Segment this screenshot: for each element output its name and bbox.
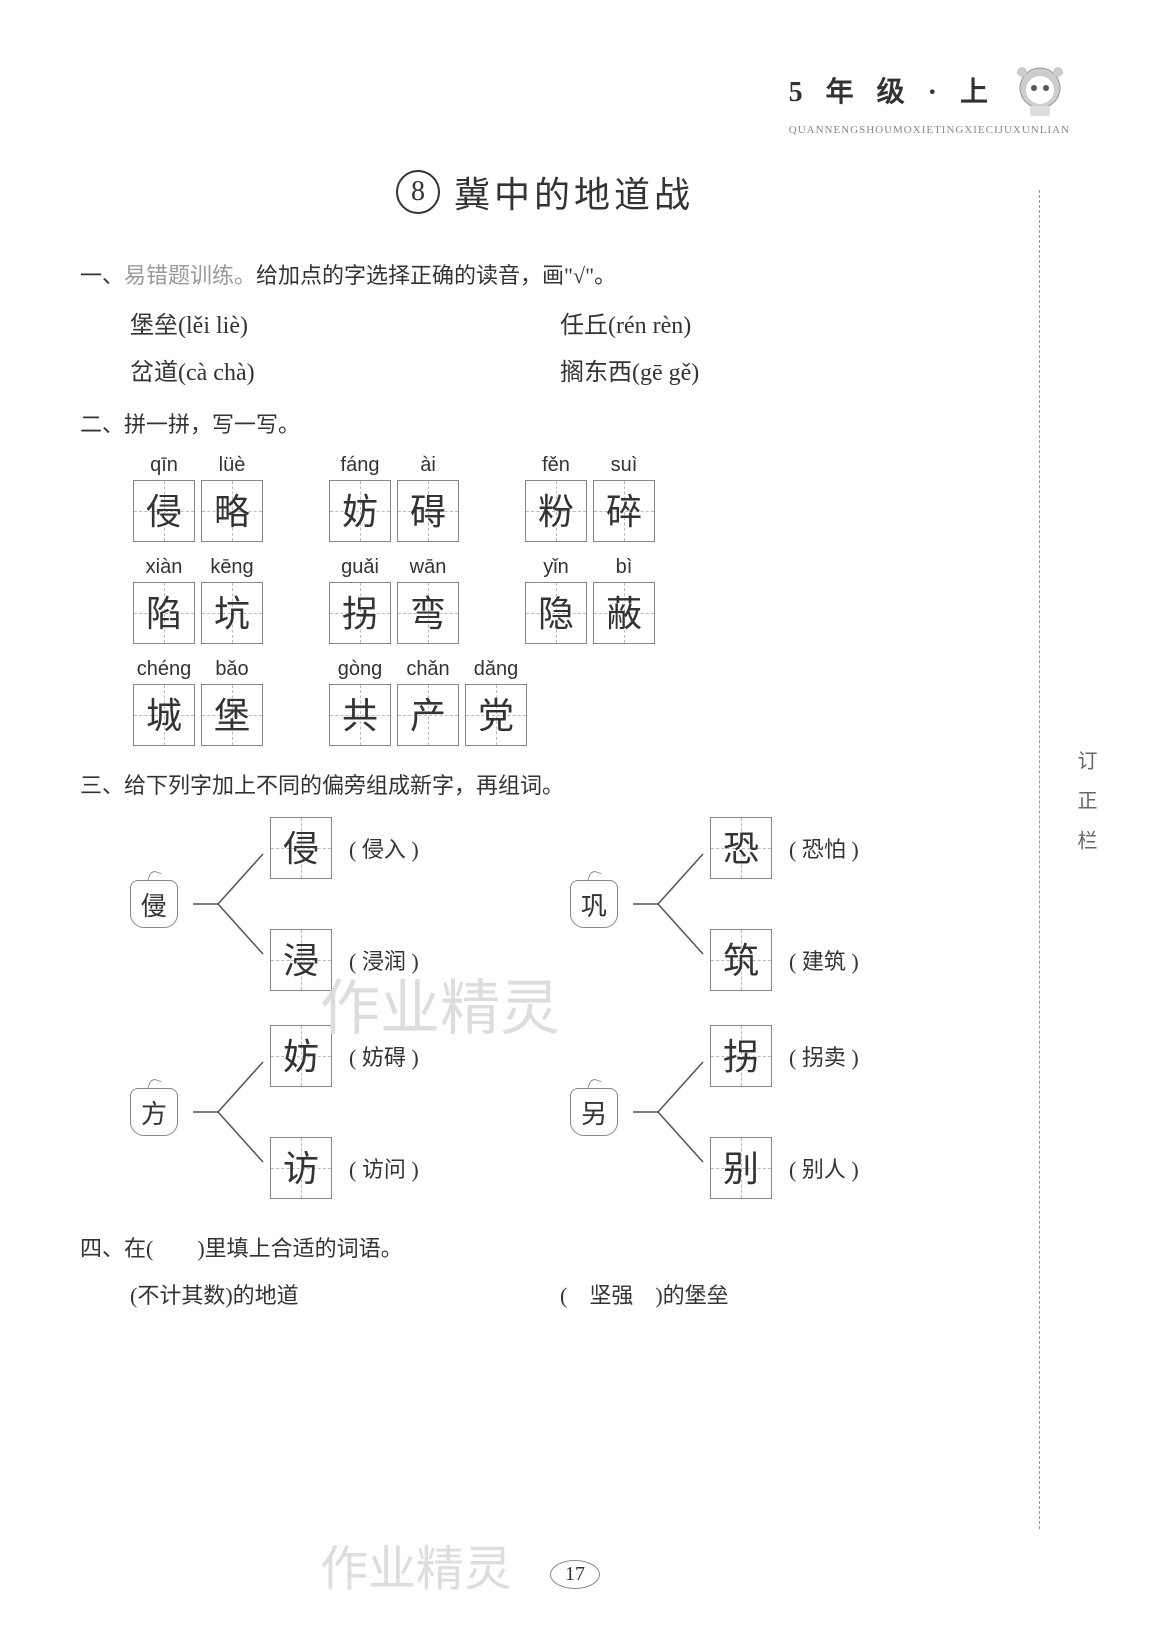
- radical-branch-item: 㑴 侵 ( 侵入 ) 浸 ( 浸润 ): [130, 815, 570, 993]
- char-cell: suì碎: [591, 454, 657, 544]
- char-cell: ài碍: [395, 454, 461, 544]
- section1-heading: 一、易错题训练。给加点的字选择正确的读音，画"√"。: [80, 258, 1010, 290]
- ex1-item: 任丘(rén rèn): [560, 305, 990, 340]
- watermark: 作业精灵: [320, 1529, 512, 1599]
- result-word: ( 侵入 ): [349, 832, 419, 864]
- correction-column-divider: [1039, 190, 1040, 1529]
- exercise4: (不计其数)的地道 ( 坚强 )的堡垒: [130, 1278, 1010, 1310]
- exercise2: qīn侵lüè略 fáng妨ài碍 fěn粉suì碎 xiàn陷kēng坑 guǎi拐w…: [80, 454, 1010, 748]
- result-char: 拐: [710, 1025, 772, 1087]
- result-word: ( 浸润 ): [349, 944, 419, 976]
- lesson-title-text: 冀中的地道战: [454, 175, 694, 215]
- result-char: 恐: [710, 817, 772, 879]
- radical-branch-item: 方 妨 ( 妨碍 ) 访 ( 访问 ): [130, 1023, 570, 1201]
- result-char: 浸: [270, 929, 332, 991]
- char-cell: gòng共: [327, 658, 393, 748]
- result-char: 筑: [710, 929, 772, 991]
- ex4-item: ( 坚强 )的堡垒: [560, 1278, 990, 1310]
- result-word: ( 拐卖 ): [789, 1040, 859, 1072]
- result-word: ( 访问 ): [349, 1152, 419, 1184]
- exercise3: 㑴 侵 ( 侵入 ) 浸 ( 浸润 ) 巩 恐 ( 恐怕 ) 筑 ( 建筑 ) 方 妨 ( 妨碍 ) 访 (…: [130, 815, 1010, 1201]
- root-char: 方: [130, 1088, 178, 1136]
- char-cell: qīn侵: [131, 454, 197, 544]
- ex1-item: 岔道(cà chà): [130, 352, 560, 387]
- char-cell: guǎi拐: [327, 556, 393, 646]
- root-char: 另: [570, 1088, 618, 1136]
- section4-heading: 四、在( )里填上合适的词语。: [80, 1231, 1010, 1263]
- page-number: 17: [550, 1560, 600, 1589]
- char-cell: dǎng党: [463, 658, 529, 748]
- char-cell: bǎo堡: [199, 658, 265, 748]
- lesson-number: 8: [396, 170, 440, 214]
- page-header: 5 年 级 · 上 QUANNENGSHOUMOXIETINGXIECIJUXU…: [80, 60, 1070, 136]
- result-word: ( 别人 ): [789, 1152, 859, 1184]
- char-cell: lüè略: [199, 454, 265, 544]
- root-char: 巩: [570, 880, 618, 928]
- result-word: ( 妨碍 ): [349, 1040, 419, 1072]
- radical-branch-item: 巩 恐 ( 恐怕 ) 筑 ( 建筑 ): [570, 815, 1010, 993]
- ex1-item: 搁东西(gē gě): [560, 352, 990, 387]
- char-cell: bì蔽: [591, 556, 657, 646]
- ex4-item: (不计其数)的地道: [130, 1278, 560, 1310]
- correction-column-label: 订正栏: [1071, 750, 1100, 870]
- result-char: 别: [710, 1137, 772, 1199]
- result-word: ( 恐怕 ): [789, 832, 859, 864]
- result-char: 访: [270, 1137, 332, 1199]
- exercise1: 堡垒(lěi liè) 任丘(rén rèn) 岔道(cà chà) 搁东西(g…: [130, 305, 1010, 387]
- lesson-title: 8 冀中的地道战: [80, 166, 1010, 218]
- char-cell: fěn粉: [523, 454, 589, 544]
- mascot-icon: [1010, 60, 1070, 120]
- section3-heading: 三、给下列字加上不同的偏旁组成新字，再组词。: [80, 768, 1010, 800]
- char-cell: chǎn产: [395, 658, 461, 748]
- root-char: 㑴: [130, 880, 178, 928]
- result-char: 侵: [270, 817, 332, 879]
- main-content: 8 冀中的地道战 一、易错题训练。给加点的字选择正确的读音，画"√"。 堡垒(l…: [80, 166, 1070, 1310]
- pinyin-subtitle: QUANNENGSHOUMOXIETINGXIECIJUXUNLIAN: [80, 124, 1070, 136]
- char-cell: chéng城: [131, 658, 197, 748]
- result-word: ( 建筑 ): [789, 944, 859, 976]
- char-cell: yǐn隐: [523, 556, 589, 646]
- char-cell: wān弯: [395, 556, 461, 646]
- section2-heading: 二、拼一拼，写一写。: [80, 407, 1010, 439]
- char-cell: kēng坑: [199, 556, 265, 646]
- grade-label: 5 年 级 · 上: [789, 70, 996, 110]
- char-cell: xiàn陷: [131, 556, 197, 646]
- result-char: 妨: [270, 1025, 332, 1087]
- char-cell: fáng妨: [327, 454, 393, 544]
- ex1-item: 堡垒(lěi liè): [130, 305, 560, 340]
- radical-branch-item: 另 拐 ( 拐卖 ) 别 ( 别人 ): [570, 1023, 1010, 1201]
